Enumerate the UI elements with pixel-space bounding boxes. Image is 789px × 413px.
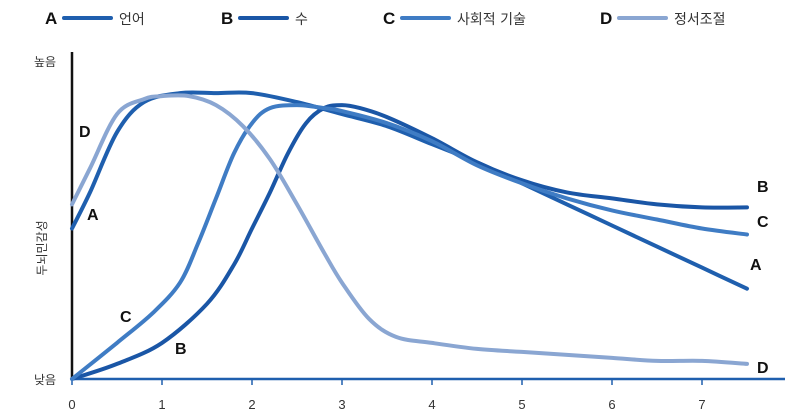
end-label-C: C [757, 214, 769, 231]
start-label-A: A [87, 207, 99, 224]
legend-label-A: 언어 [119, 12, 145, 28]
x-tick-label: 6 [608, 397, 615, 412]
series-line-A [70, 90, 749, 291]
series-line-C [70, 103, 749, 381]
legend-key-D: D [600, 9, 612, 28]
series-lines [70, 90, 749, 381]
x-tick-label: 0 [68, 397, 75, 412]
y-axis-title: 두뇌민감성 [35, 220, 49, 275]
legend-label-B: 수 [295, 12, 308, 28]
series-line-D [70, 93, 749, 366]
end-label-B: B [757, 179, 769, 196]
x-tick-label: 7 [698, 397, 705, 412]
end-label-A: A [750, 257, 762, 274]
end-label-D: D [757, 360, 769, 377]
x-tick-label: 4 [428, 397, 435, 412]
legend-key-B: B [221, 9, 233, 28]
start-label-C: C [120, 309, 132, 326]
legend-label-C: 사회적 기술 [457, 12, 526, 28]
legend-label-D: 정서조절 [674, 12, 726, 28]
x-tick-label: 1 [158, 397, 165, 412]
x-tick-label: 2 [248, 397, 255, 412]
legend: A 언어 B 수 C 사회적 기술 D 정서조절 [45, 9, 726, 28]
x-tick-label: 5 [518, 397, 525, 412]
curve-labels: B C A D D A C B [79, 124, 769, 377]
series-line-B [70, 103, 749, 381]
y-top-label: 높음 [34, 55, 56, 69]
start-label-B: B [175, 341, 187, 358]
x-ticks: 0 1 2 3 4 5 6 7 [68, 379, 706, 412]
legend-key-C: C [383, 9, 395, 28]
x-tick-label: 3 [338, 397, 345, 412]
start-label-D: D [79, 124, 91, 141]
legend-key-A: A [45, 9, 57, 28]
axes [70, 52, 785, 381]
y-bottom-label: 낮음 [34, 373, 56, 387]
